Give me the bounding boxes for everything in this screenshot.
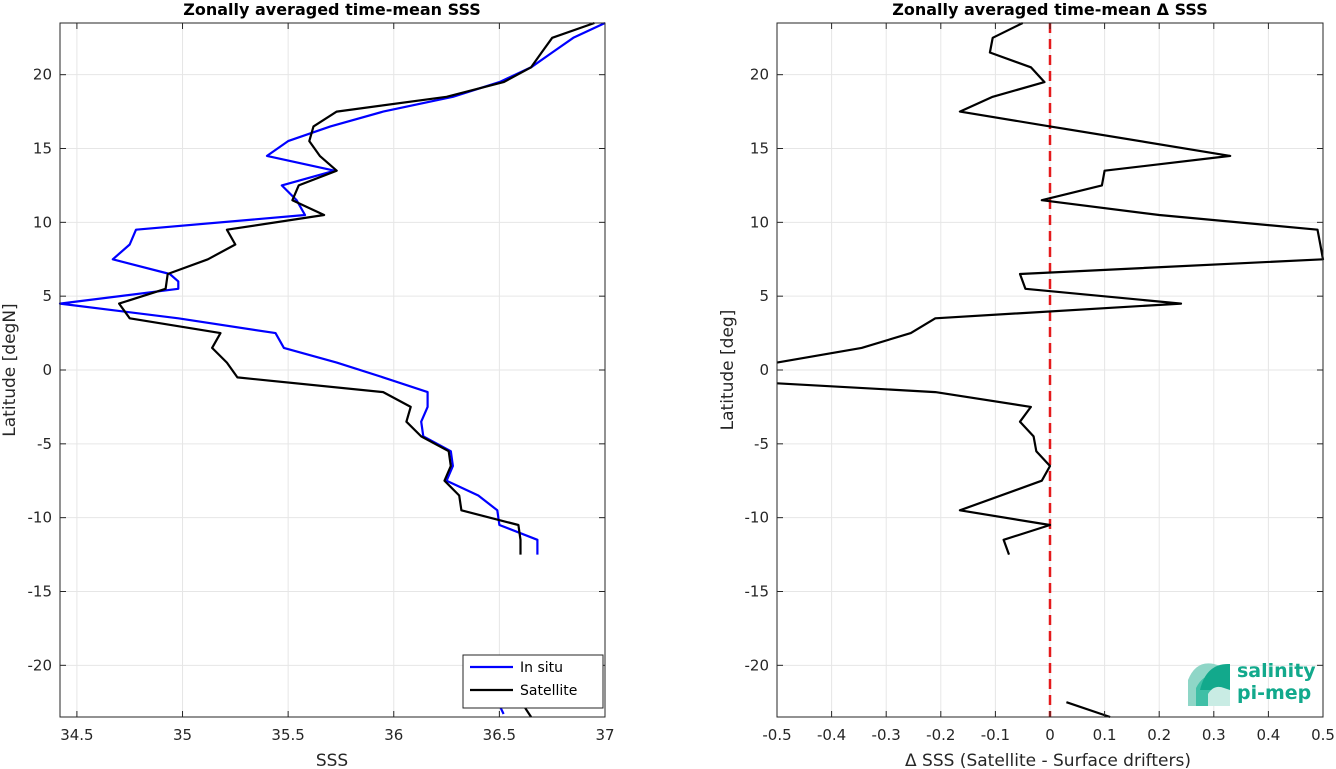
sss-series-satellite [117, 21, 595, 555]
logo-line2: pi-mep [1237, 682, 1311, 704]
delta-ytick-label: 5 [759, 287, 769, 305]
sss-title: Zonally averaged time-mean SSS [183, 0, 481, 19]
delta-xtick-label: 0.4 [1256, 726, 1280, 744]
sss-ytick-label: 15 [33, 140, 52, 158]
sss-ytick-label: 20 [33, 66, 52, 84]
delta-xtick-label: -0.4 [817, 726, 846, 744]
delta-xlabel: Δ SSS (Satellite - Surface drifters) [905, 751, 1191, 769]
delta-xtick-label: -0.5 [762, 726, 791, 744]
sss-panel: 34.5 35 35.5 36 36.5 37 20 15 10 5 0 -5 -10 -15 -20 Zo… [0, 0, 615, 769]
legend: In situ Satellite [462, 654, 604, 709]
sss-xtick-label: 36.5 [483, 726, 516, 744]
legend-in-situ-label: In situ [520, 660, 563, 676]
legend-box [462, 654, 604, 709]
delta-title: Zonally averaged time-mean Δ SSS [892, 0, 1208, 19]
delta-sss-panel: -0.5 -0.4 -0.3 -0.2 -0.1 0 0.1 0.2 0.3 0.4 0.5 20 15… [718, 0, 1335, 769]
delta-series-segment-1 [776, 382, 1052, 555]
delta-xtick-label: 0.2 [1147, 726, 1171, 744]
sss-ytick-label: -15 [28, 582, 53, 600]
legend-satellite-label: Satellite [520, 683, 577, 699]
sss-series-in-situ [58, 22, 606, 555]
delta-ticks: -0.5 -0.4 -0.3 -0.2 -0.1 0 0.1 0.2 0.3 0.4 0.5 20 15… [745, 23, 1335, 744]
delta-ytick-label: 15 [750, 140, 769, 158]
delta-xtick-label: -0.2 [926, 726, 955, 744]
delta-xtick-label: 0.5 [1311, 726, 1335, 744]
delta-xtick-label: -0.1 [981, 726, 1010, 744]
sss-ytick-label: 0 [42, 361, 52, 379]
delta-xtick-label: 0 [1045, 726, 1055, 744]
sss-ytick-label: -5 [37, 435, 52, 453]
delta-ytick-label: -20 [745, 656, 770, 674]
delta-ytick-label: 0 [759, 361, 769, 379]
sss-ytick-label: 10 [33, 213, 52, 231]
sss-xtick-label: 36 [384, 726, 403, 744]
sss-xtick-label: 34.5 [60, 726, 93, 744]
sss-ylabel: Latitude [degN] [0, 303, 20, 436]
logo-wave-icon [1188, 663, 1230, 706]
salinity-pi-mep-logo: salinity pi-mep [1188, 660, 1316, 706]
sss-ytick-label: -20 [28, 656, 53, 674]
delta-series [776, 22, 1325, 719]
delta-ylabel: Latitude [deg] [718, 310, 738, 431]
sss-ticks: 34.5 35 35.5 36 36.5 37 20 15 10 5 0 -5 -10 -15 -20 [28, 23, 615, 744]
delta-ytick-label: -10 [745, 509, 770, 527]
sss-xtick-label: 37 [595, 726, 614, 744]
delta-xtick-label: 0.3 [1202, 726, 1226, 744]
logo-line1: salinity [1237, 660, 1316, 682]
delta-xtick-label: -0.3 [872, 726, 901, 744]
delta-ytick-label: 10 [750, 213, 769, 231]
sss-grid [60, 23, 606, 717]
delta-xtick-label: 0.1 [1093, 726, 1117, 744]
sss-ytick-label: -10 [28, 509, 53, 527]
delta-series-segment-2 [1066, 701, 1111, 719]
sss-xlabel: SSS [316, 751, 348, 769]
delta-ytick-label: -15 [745, 582, 770, 600]
sss-xtick-label: 35.5 [271, 726, 304, 744]
delta-series-segment-0 [776, 22, 1325, 364]
sss-ytick-label: 5 [42, 287, 52, 305]
delta-ytick-label: 20 [750, 66, 769, 84]
delta-ytick-label: -5 [754, 435, 769, 453]
sss-xtick-label: 35 [173, 726, 192, 744]
